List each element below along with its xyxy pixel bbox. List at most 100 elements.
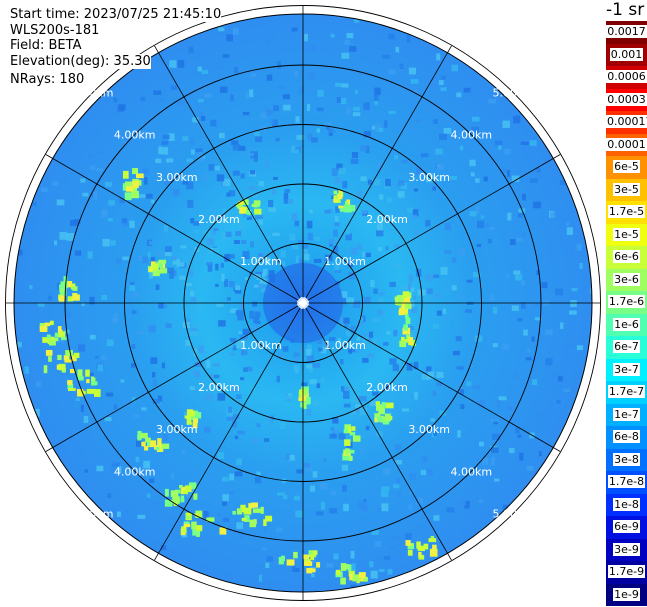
backscatter-cell: [414, 391, 418, 400]
backscatter-cell: [457, 430, 461, 438]
backscatter-cell: [240, 377, 245, 381]
echo-cell: [286, 559, 295, 566]
backscatter-cell: [341, 52, 350, 59]
backscatter-cell: [320, 501, 325, 510]
backscatter-cell: [360, 446, 364, 455]
colorbar-tick-label: 3e-5: [613, 182, 640, 196]
backscatter-cell: [304, 33, 308, 42]
backscatter-cell: [472, 385, 481, 390]
echo-cell: [428, 538, 437, 543]
backscatter-cell: [180, 245, 187, 249]
backscatter-cell: [397, 359, 401, 366]
colorbar-tick-label: 1.7e-6: [607, 295, 646, 308]
echo-cell: [348, 570, 355, 577]
backscatter-cell: [226, 416, 235, 421]
backscatter-cell: [293, 352, 300, 359]
backscatter-cell: [260, 112, 267, 119]
echo-cell: [399, 340, 407, 348]
backscatter-cell: [305, 464, 312, 472]
echo-cell: [184, 415, 191, 419]
backscatter-cell: [388, 110, 396, 114]
backscatter-cell: [379, 292, 385, 296]
backscatter-cell: [162, 434, 169, 441]
backscatter-cell: [333, 553, 339, 560]
backscatter-cell: [517, 317, 523, 322]
backscatter-cell: [360, 176, 367, 182]
backscatter-cell: [494, 478, 500, 482]
backscatter-cell: [299, 86, 305, 94]
colorbar-tick-label: 1.7e-7: [607, 385, 646, 398]
backscatter-cell: [359, 408, 368, 416]
backscatter-cell: [576, 243, 582, 251]
backscatter-cell: [17, 341, 22, 348]
backscatter-cell: [273, 176, 278, 180]
range-label: 3.00km: [408, 171, 450, 184]
instrument-label: WLS200s-181: [10, 23, 100, 38]
backscatter-cell: [190, 137, 194, 146]
backscatter-cell: [201, 116, 206, 121]
backscatter-cell: [255, 215, 263, 220]
backscatter-cell: [232, 414, 240, 420]
backscatter-cell: [95, 355, 99, 359]
backscatter-cell: [373, 179, 381, 186]
echo-cell: [416, 541, 421, 549]
echo-cell: [67, 380, 73, 385]
backscatter-cell: [236, 340, 243, 349]
backscatter-cell: [551, 372, 558, 378]
backscatter-cell: [56, 338, 64, 343]
backscatter-cell: [96, 465, 104, 472]
backscatter-cell: [505, 274, 510, 278]
backscatter-cell: [502, 168, 507, 173]
backscatter-cell: [446, 507, 455, 513]
backscatter-cell: [111, 460, 116, 465]
backscatter-cell: [538, 451, 542, 457]
range-label: 3.00km: [408, 423, 450, 436]
echo-cell: [141, 441, 146, 447]
backscatter-cell: [555, 288, 563, 296]
backscatter-cell: [369, 331, 373, 338]
echo-cell: [241, 517, 247, 522]
backscatter-cell: [201, 70, 209, 74]
echo-cell: [343, 428, 349, 434]
echo-cell: [42, 337, 50, 343]
range-label: 4.00km: [451, 465, 493, 478]
colorbar-tick-label: 1e-7: [613, 407, 640, 421]
backscatter-cell: [451, 285, 457, 291]
echo-cell: [206, 517, 215, 522]
backscatter-cell: [89, 165, 96, 170]
backscatter-cell: [521, 280, 526, 286]
backscatter-cell: [295, 146, 302, 150]
backscatter-cell: [41, 187, 48, 192]
echo-cell: [57, 354, 62, 360]
backscatter-cell: [283, 193, 289, 199]
backscatter-cell: [479, 399, 486, 408]
backscatter-cell: [285, 198, 294, 204]
backscatter-cell: [122, 223, 130, 227]
backscatter-cell: [566, 227, 573, 235]
backscatter-cell: [56, 199, 65, 206]
backscatter-cell: [397, 191, 405, 198]
range-label: 2.00km: [198, 381, 240, 394]
backscatter-cell: [489, 226, 495, 230]
echo-cell: [359, 578, 364, 582]
backscatter-cell: [198, 99, 204, 103]
backscatter-cell: [263, 527, 267, 532]
backscatter-cell: [515, 427, 520, 434]
backscatter-cell: [291, 27, 298, 32]
echo-cell: [181, 526, 187, 533]
backscatter-cell: [567, 341, 576, 347]
echo-cell: [353, 435, 361, 442]
range-label: 2.00km: [366, 213, 408, 226]
backscatter-cell: [252, 301, 258, 307]
colorbar-tick-label: 1e-8: [613, 497, 640, 511]
backscatter-cell: [301, 246, 308, 254]
colorbar-swatch: 3e-9: [606, 538, 647, 561]
backscatter-cell: [250, 241, 254, 248]
backscatter-cell: [108, 200, 115, 206]
elevation-label: Elevation(deg): 35.30: [10, 54, 151, 69]
backscatter-cell: [377, 508, 381, 512]
backscatter-cell: [395, 444, 402, 451]
backscatter-cell: [312, 400, 319, 407]
backscatter-cell: [307, 133, 313, 141]
backscatter-cell: [123, 135, 128, 141]
